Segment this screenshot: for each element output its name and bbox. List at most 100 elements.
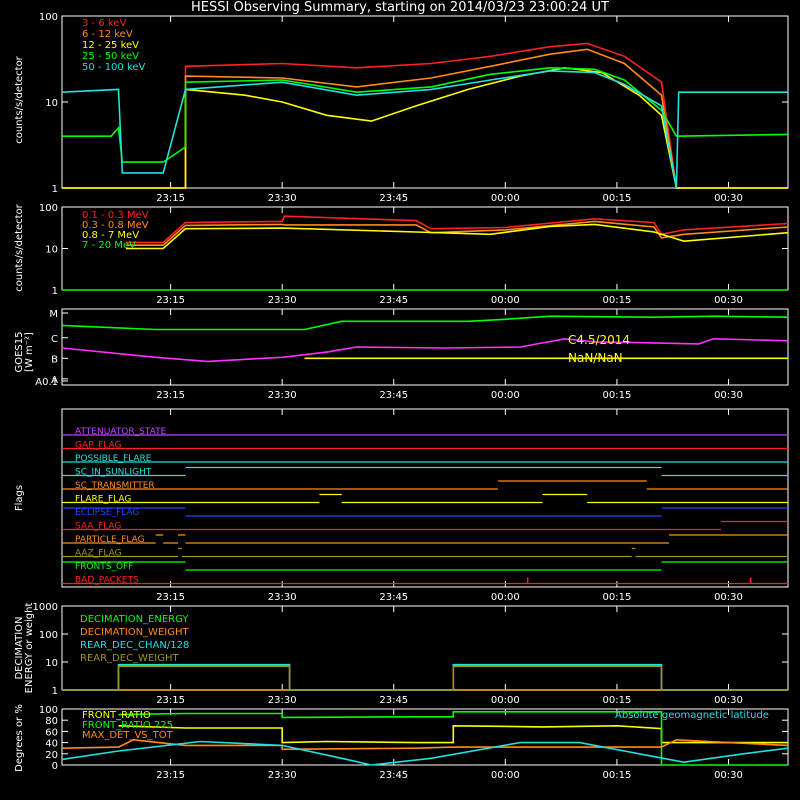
flags-xtick-label: 00:15 — [602, 592, 631, 603]
geo-xtick-label: 00:30 — [714, 770, 743, 781]
goes-xtick-label: 00:30 — [714, 390, 743, 401]
lowE-series-4-line — [61, 70, 788, 189]
goes-xtick-label: 00:00 — [491, 390, 520, 401]
flag-row-10-line — [62, 561, 788, 571]
highE-series-0-line — [126, 215, 789, 244]
flag-label-6: ECLIPSE_FLAG — [75, 508, 139, 518]
highE-ytick-label: 1 — [52, 286, 58, 297]
geo-xtick-label: 23:30 — [268, 770, 297, 781]
decim-legend-item: REAR_DEC_WEIGHT — [80, 653, 179, 664]
goes-panel-frame — [61, 308, 789, 386]
flag-label-11: BAD_PACKETS — [75, 576, 139, 586]
flag-label-1: GAP_FLAG — [75, 441, 121, 451]
flag-label-8: PARTICLE_FLAG — [75, 535, 145, 545]
decim-legend-item: REAR_DEC_CHAN/128 — [80, 640, 189, 651]
flag-label-7: SAA_FLAG — [75, 522, 121, 532]
geo-xtick-label: 23:45 — [379, 770, 408, 781]
geo-ylabel: Degrees or % — [14, 704, 25, 772]
geo-latitude-label: Absolute geomagnetic latitude — [615, 710, 769, 721]
goes-series-1-line — [61, 337, 789, 363]
lowE-ylabel: counts/s/detector — [14, 55, 25, 143]
highE-ytick-label: 100 — [39, 203, 58, 214]
lowE-xtick-label: 23:45 — [379, 193, 408, 204]
geo-ytick-label: 0 — [52, 761, 58, 772]
decim-xtick-label: 00:00 — [491, 695, 520, 706]
geo-ytick-label: 100 — [39, 705, 58, 716]
highE-panel-frame — [61, 206, 789, 291]
geo-xtick-label: 23:15 — [156, 770, 185, 781]
lowE-xtick-label: 23:15 — [156, 193, 185, 204]
flags-xtick-label: 23:30 — [268, 592, 297, 603]
decim-legend-item: DECIMATION_ENERGY — [80, 614, 189, 625]
flags-xtick-label: 23:45 — [379, 592, 408, 603]
flag-row-3-line — [62, 466, 788, 477]
geo-legend-item: FRONT_RATIO — [82, 710, 151, 721]
highE-ytick-label: 10 — [45, 245, 58, 256]
flag-row-5-line — [62, 493, 788, 504]
lowE-legend-item: 25 - 50 keV — [82, 51, 139, 62]
lowE-legend-item: 6 - 12 keV — [82, 29, 133, 40]
decim-series-3-line — [62, 665, 788, 691]
flags-ylabel: Flags — [14, 485, 25, 511]
goes-ytick-label: A0.1 — [35, 377, 58, 388]
geo-series-2-line — [61, 738, 789, 751]
lowE-legend-item: 3 - 6 keV — [82, 18, 126, 29]
goes-ylabel: GOES15 — [14, 331, 25, 372]
decim-legend-item: DECIMATION_WEIGHT — [80, 627, 189, 638]
goes-ytick-label: B — [51, 354, 58, 365]
lowE-legend-item: 12 - 25 keV — [82, 40, 139, 51]
highE-xtick-label: 00:15 — [602, 295, 631, 306]
decim-xtick-label: 23:45 — [379, 695, 408, 706]
flag-label-5: FLARE_FLAG — [75, 495, 131, 505]
geo-ytick-label: 80 — [45, 716, 58, 727]
geo-panel-frame — [61, 708, 789, 766]
flag-row-6-line — [62, 507, 788, 517]
goes-ytick-label: C — [51, 334, 58, 345]
decim-ylabel: ENERGY or weight — [24, 603, 35, 694]
lowE-series-0-line — [62, 42, 788, 189]
decim-ytick-label: 1 — [52, 686, 58, 697]
highE-xtick-label: 00:30 — [714, 295, 743, 306]
highE-legend-item: 0.3 - 0.8 MeV — [82, 220, 149, 231]
flag-label-9: AAZ_FLAG — [75, 549, 122, 559]
flag-label-4: SC_TRANSMITTER — [75, 481, 155, 491]
highE-legend-item: 0.8 - 7 MeV — [82, 230, 139, 241]
flag-row-4-line — [62, 480, 788, 490]
goes-ytick-label: M — [49, 309, 58, 320]
decim-ytick-label: 10 — [45, 658, 58, 669]
lowE-ytick-label: 100 — [39, 12, 58, 23]
lowE-series-3-line — [62, 66, 789, 163]
decim-xtick-label: 00:30 — [714, 695, 743, 706]
lowE-xtick-label: 23:30 — [268, 193, 297, 204]
flag-label-2: POSSIBLE_FLARE — [75, 454, 152, 464]
highE-xtick-label: 00:00 — [491, 295, 520, 306]
highE-ylabel: counts/s/detector — [14, 203, 25, 291]
decim-ytick-label: 100 — [39, 630, 58, 641]
flag-row-8-line — [62, 534, 788, 544]
lowE-xtick-label: 00:00 — [491, 193, 520, 204]
flag-row-9-line — [62, 547, 788, 558]
geo-series-1-line — [118, 710, 788, 766]
flags-xtick-label: 00:00 — [491, 592, 520, 603]
highE-xtick-label: 23:45 — [379, 295, 408, 306]
geo-ytick-label: 40 — [45, 739, 58, 750]
decim-ytick-label: 1000 — [33, 602, 58, 613]
lowE-ytick-label: 10 — [45, 98, 58, 109]
chart-title: HESSI Observing Summary, starting on 201… — [191, 0, 609, 15]
geo-ytick-label: 20 — [45, 750, 58, 761]
lowE-xtick-label: 00:15 — [602, 193, 631, 204]
lowE-xtick-label: 00:30 — [714, 193, 743, 204]
highE-xtick-label: 23:30 — [268, 295, 297, 306]
decim-xtick-label: 00:15 — [602, 695, 631, 706]
geo-legend-item: MAX_DET_VS_TOT — [82, 730, 174, 741]
flag-row-7-line — [62, 520, 788, 531]
goes-xtick-label: 23:15 — [156, 390, 185, 401]
goes-ytick-label: A — [51, 375, 58, 386]
flag-label-3: SC_IN_SUNLIGHT — [75, 468, 152, 478]
geo-xtick-label: 00:00 — [491, 770, 520, 781]
lowE-legend-item: 50 - 100 keV — [82, 62, 146, 73]
geo-xtick-label: 00:15 — [602, 770, 631, 781]
decim-ylabel: DECIMATION — [14, 616, 25, 679]
goes-xtick-label: 23:30 — [268, 390, 297, 401]
